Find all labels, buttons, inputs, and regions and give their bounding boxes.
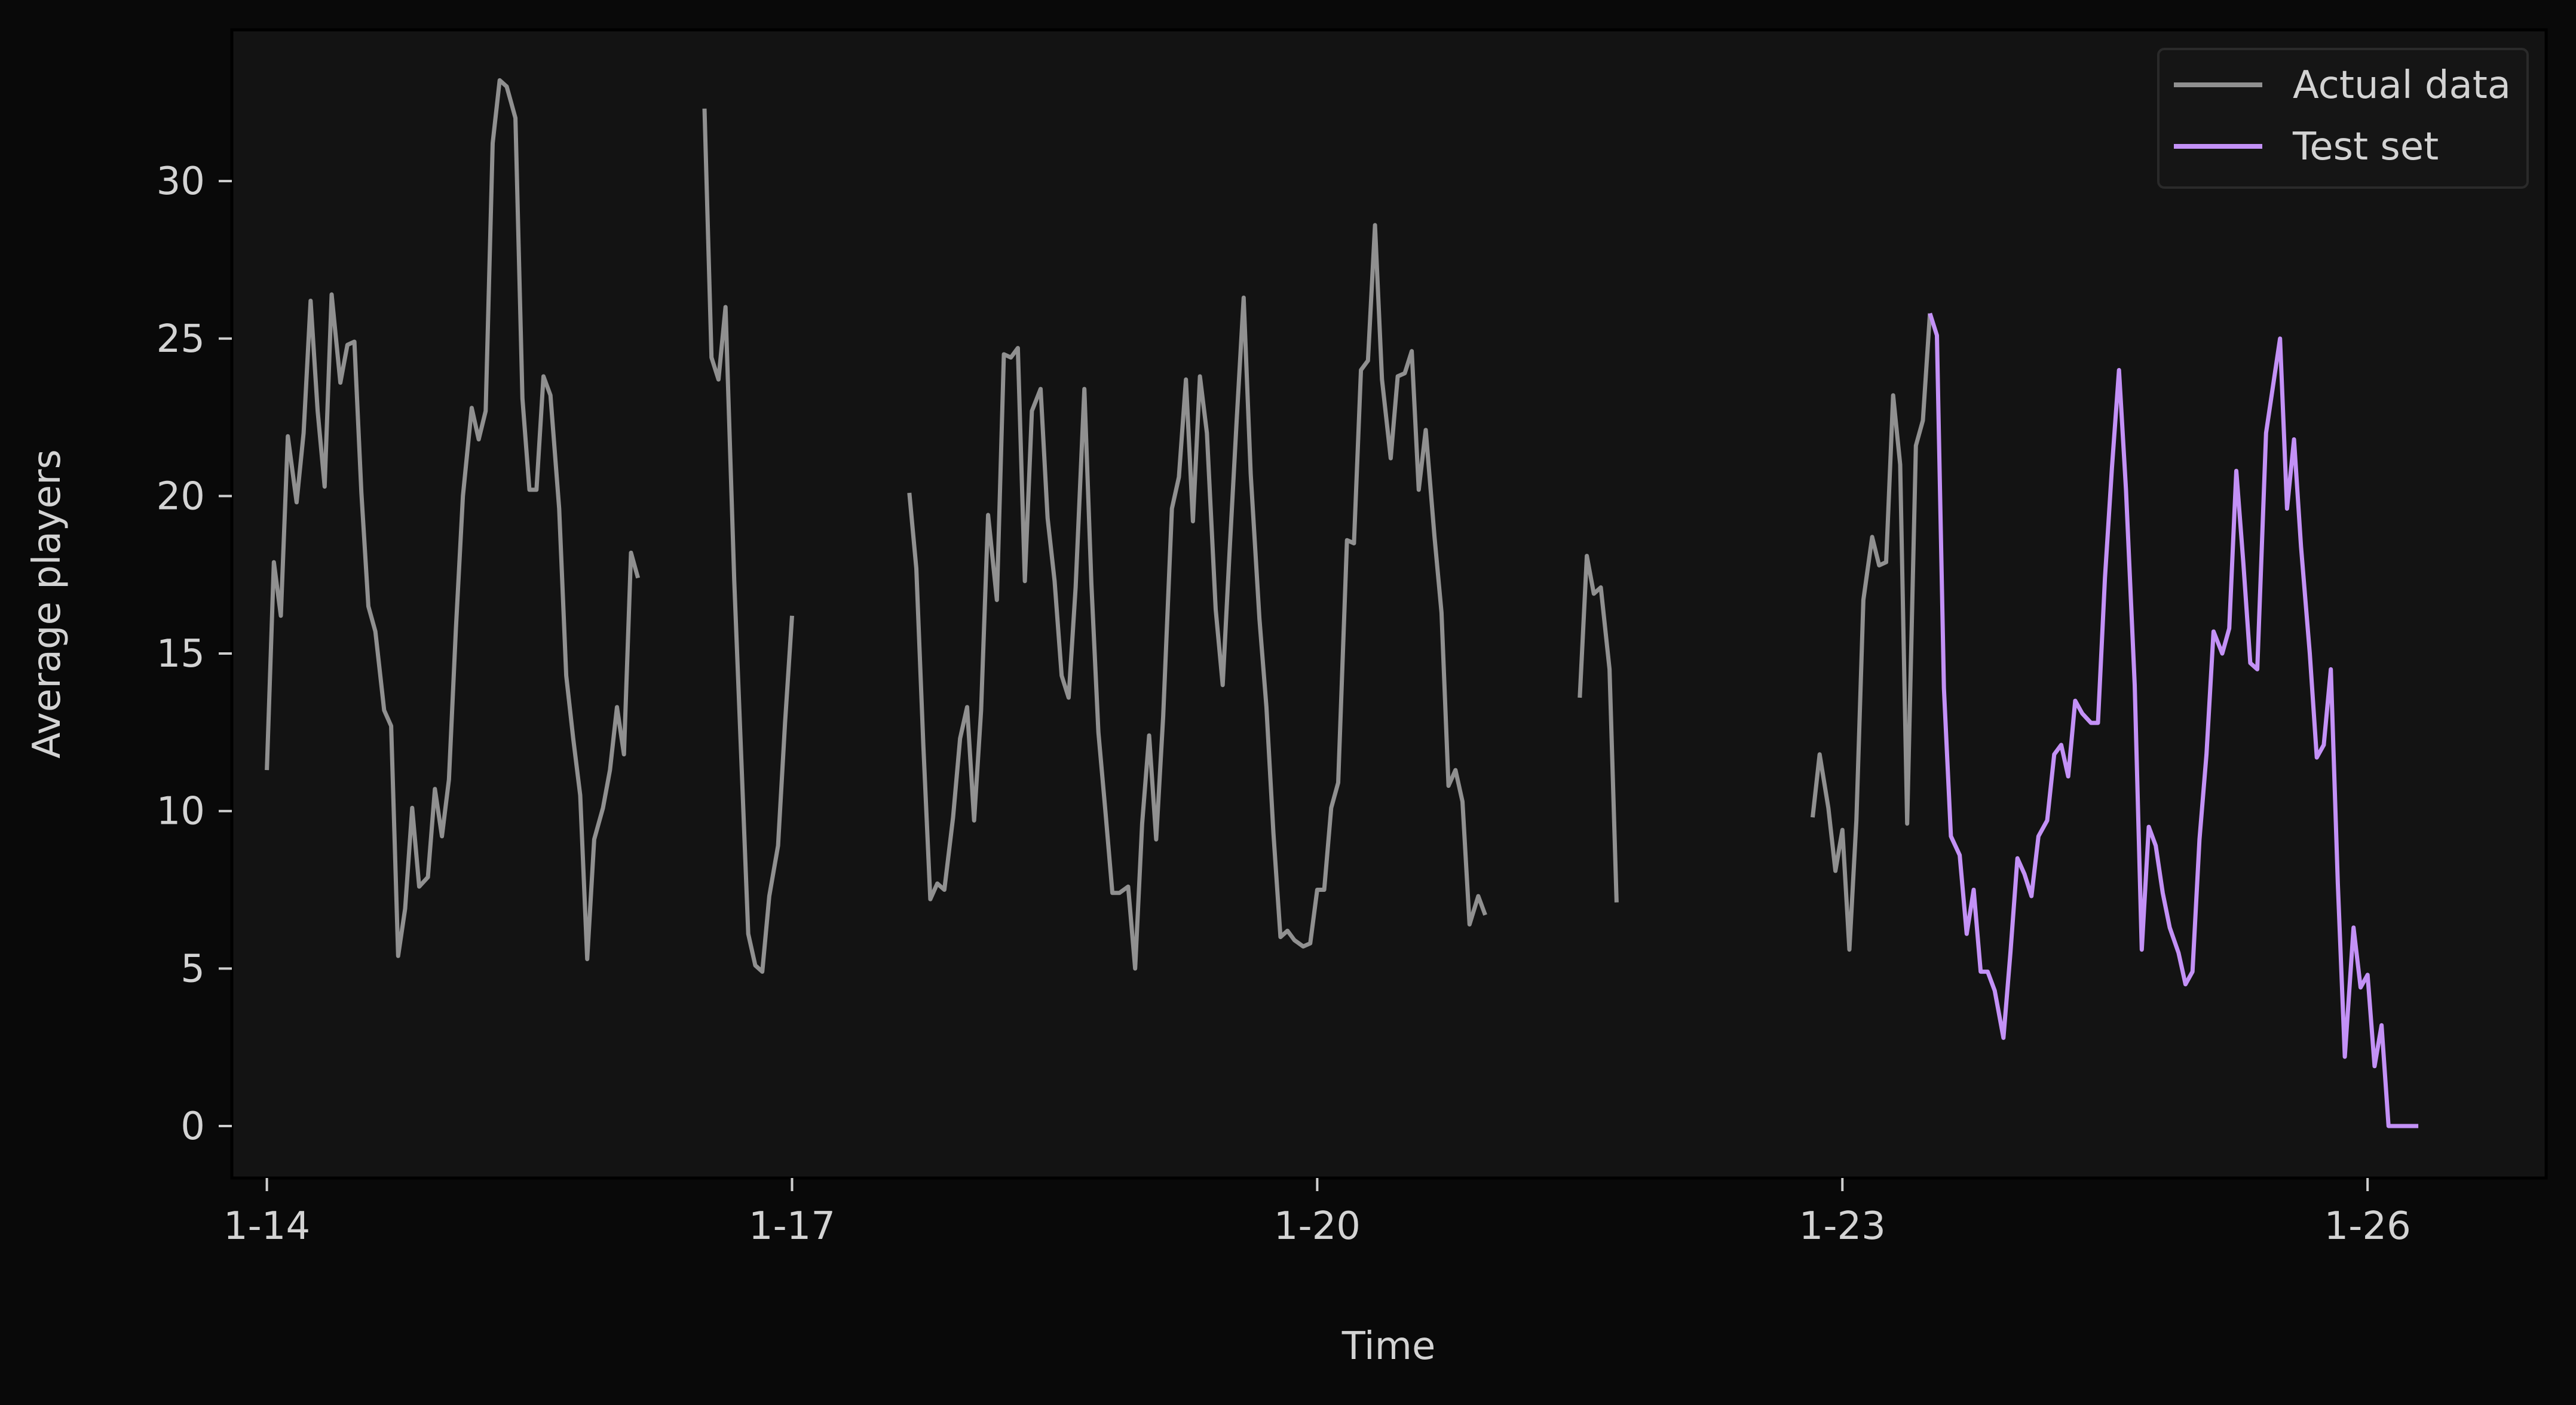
plot-area bbox=[232, 30, 2546, 1178]
legend-label-test-set: Test set bbox=[2292, 125, 2439, 169]
series-line-actual-data-4 bbox=[1578, 554, 1619, 903]
x-axis-label: Time bbox=[1341, 1324, 1436, 1369]
series-line-actual-data-5 bbox=[1811, 313, 1932, 952]
series-layer bbox=[265, 78, 2419, 1128]
x-tick-label: 1-26 bbox=[2324, 1204, 2411, 1248]
y-tick-label: 15 bbox=[157, 632, 205, 676]
y-tick-label: 25 bbox=[157, 317, 205, 361]
x-tick-label: 1-20 bbox=[1274, 1204, 1361, 1248]
x-tick-label: 1-14 bbox=[223, 1204, 310, 1248]
y-axis-label: Average players bbox=[25, 449, 69, 759]
axes-layer: 1-14 1-17 1-20 1-23 1-26 0 5 10 15 20 25 30 bbox=[157, 159, 2411, 1248]
y-tick-label: 0 bbox=[180, 1105, 205, 1149]
series-line-actual-data-3 bbox=[907, 223, 1487, 971]
series-line-actual-data-1 bbox=[265, 78, 641, 961]
x-tick-label: 1-17 bbox=[749, 1204, 835, 1248]
legend-label-actual-data: Actual data bbox=[2293, 63, 2511, 108]
series-line-test-set-1 bbox=[1928, 312, 2419, 1128]
y-tick-label: 5 bbox=[180, 947, 205, 991]
legend: Actual data Test set bbox=[2157, 48, 2529, 189]
y-tick-label: 10 bbox=[157, 790, 205, 834]
x-tick-label: 1-23 bbox=[1799, 1204, 1886, 1248]
y-tick-label: 30 bbox=[157, 159, 205, 204]
y-tick-label: 20 bbox=[157, 474, 205, 519]
plot-frame bbox=[230, 28, 2548, 1180]
series-line-actual-data-2 bbox=[702, 108, 794, 974]
